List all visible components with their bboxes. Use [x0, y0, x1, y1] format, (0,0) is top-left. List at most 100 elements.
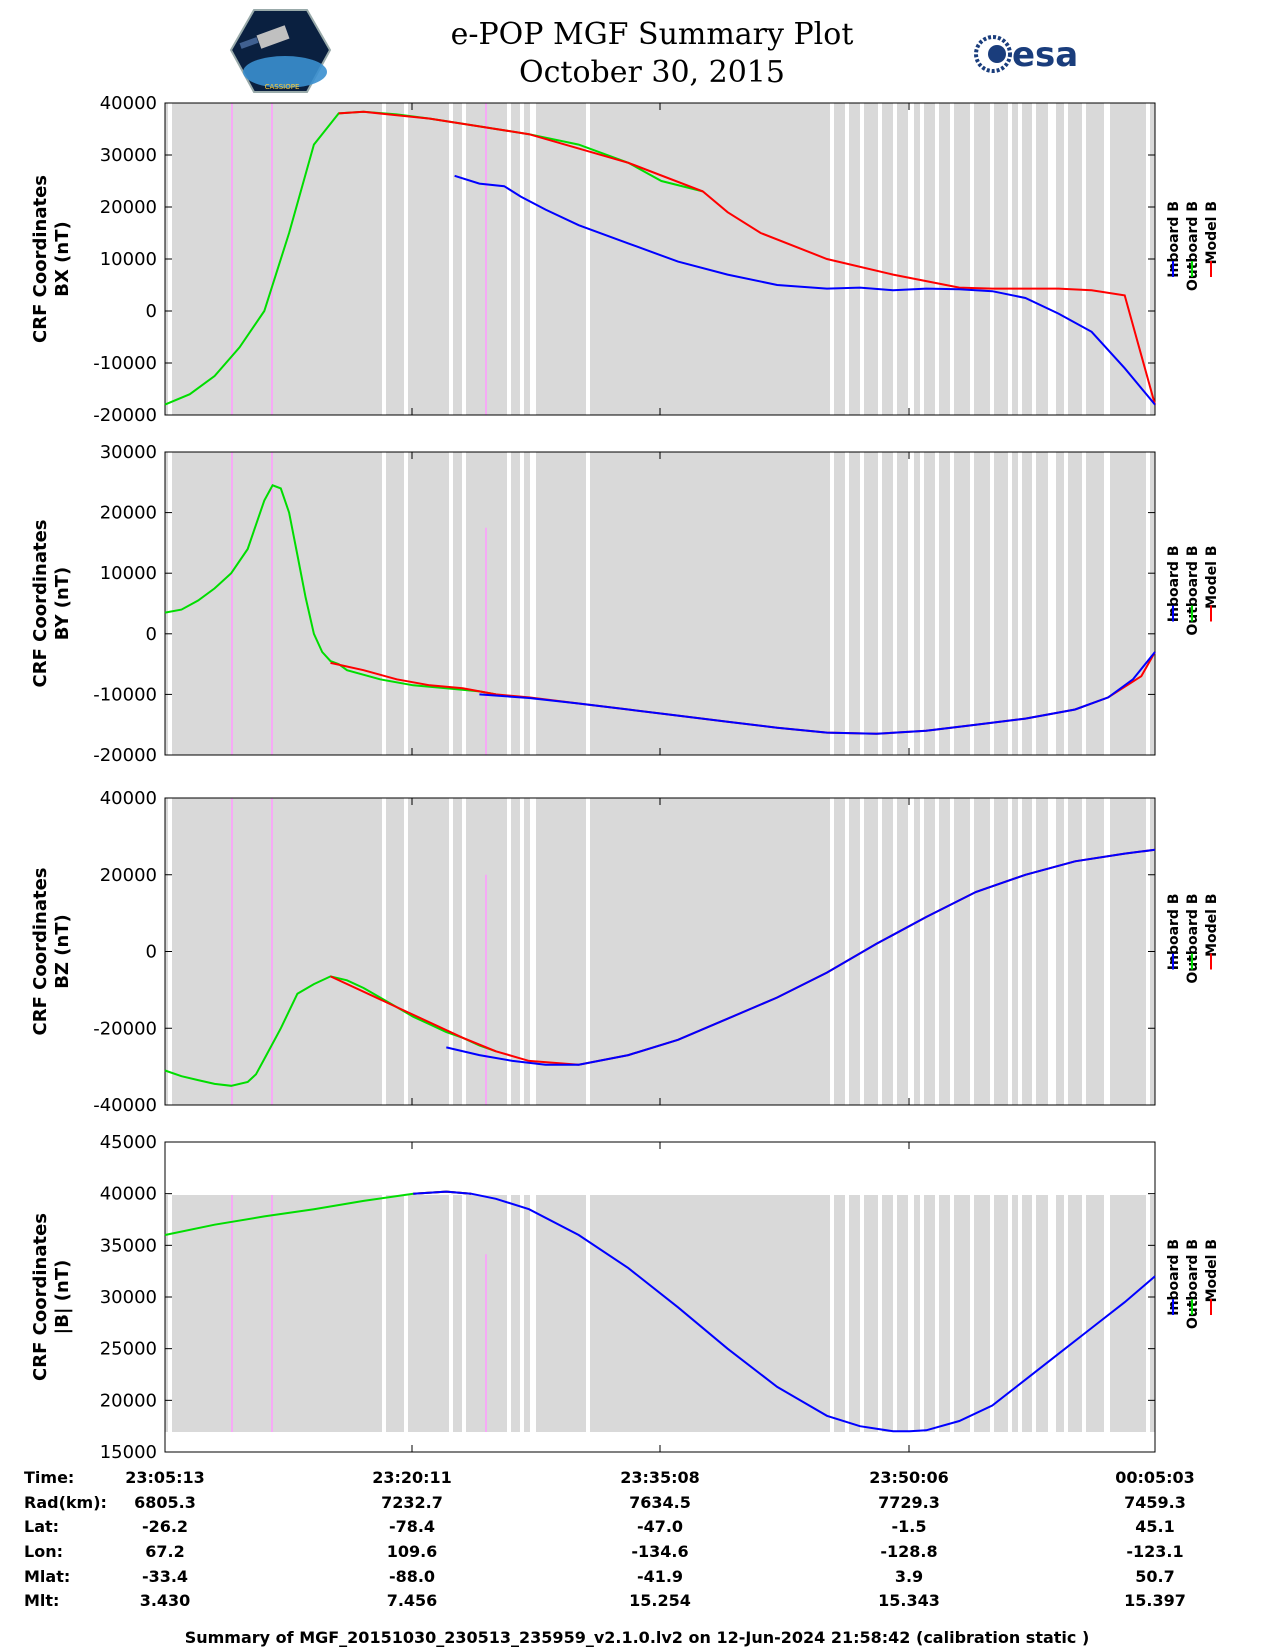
y-tick-label: 10000 [100, 249, 157, 270]
table-cell: 23:05:13 [125, 1468, 205, 1487]
table-cell: 6805.3 [134, 1493, 196, 1512]
y-axis-label-line: BX (nT) [52, 221, 73, 296]
series-outboard-b [164, 975, 497, 1087]
y-tick-label: 40000 [100, 93, 157, 114]
y-tick-label: -10000 [93, 353, 157, 374]
gap-stripe [520, 103, 524, 415]
logo-right-text: esa [1012, 35, 1078, 75]
gap-stripe [1048, 103, 1056, 415]
ephemeris-table: Time: Rad(km): Lat: Lon: Mlat: Mlt: 23:05:13 68… [24, 1468, 1195, 1610]
table-cell: -47.0 [637, 1517, 683, 1536]
footer-caption: Summary of MGF_20151030_230513_235959_v2… [185, 1628, 1090, 1647]
gap-stripe [520, 1195, 524, 1432]
table-cell: 7232.7 [381, 1493, 443, 1512]
y-axis-label: CRF CoordinatesBY (nT) [30, 520, 73, 688]
series-model-b [338, 110, 1156, 405]
y-tick-label: 20000 [100, 197, 157, 218]
panel-background [165, 103, 1155, 415]
gap-stripe [1146, 1195, 1150, 1432]
y-axis-label-line: |B| (nT) [52, 1260, 73, 1335]
gap-stripe [1048, 798, 1056, 1105]
gap-stripe [462, 103, 466, 415]
y-tick-label: 10000 [100, 563, 157, 584]
table-cell: 7729.3 [878, 1493, 940, 1512]
y-tick-label: -40000 [93, 1095, 157, 1116]
legend-label: Model B [1204, 546, 1220, 609]
gap-stripe [1032, 1195, 1036, 1432]
table-cell: -128.8 [880, 1542, 937, 1561]
gap-stripe [507, 452, 511, 755]
table-cell: -123.1 [1126, 1542, 1183, 1561]
table-cell: 7459.3 [1124, 1493, 1186, 1512]
gap-stripe [893, 103, 897, 415]
y-tick-label: 30000 [100, 145, 157, 166]
gap-stripe [920, 798, 924, 1105]
legend-label: Outboard B [1185, 1239, 1201, 1329]
y-axis-label: CRF CoordinatesBX (nT) [30, 175, 73, 343]
gap-stripe [950, 452, 954, 755]
gap-stripe [830, 798, 834, 1105]
y-tick-label: 25000 [100, 1339, 157, 1360]
gap-stripe [530, 452, 536, 755]
gap-stripe [1146, 452, 1150, 755]
table-cell: 3.430 [140, 1591, 191, 1610]
table-cell: 15.254 [629, 1591, 691, 1610]
gap-stripe [449, 1195, 453, 1432]
gap-stripe [935, 798, 939, 1105]
gap-stripe [860, 103, 864, 415]
table-cell: 45.1 [1135, 1517, 1174, 1536]
legend-label: Model B [1204, 894, 1220, 957]
y-tick-label: 15000 [100, 1442, 157, 1463]
gap-stripe [1018, 452, 1022, 755]
y-tick-label: 0 [146, 301, 157, 322]
gap-stripe [404, 798, 408, 1105]
gap-stripe [1064, 452, 1068, 755]
gap-stripe [168, 1195, 172, 1432]
gap-stripe [970, 452, 974, 755]
gap-stripe [893, 798, 897, 1105]
gap-stripe [1048, 1195, 1056, 1432]
gap-stripe [845, 1195, 849, 1432]
table-cell: 67.2 [145, 1542, 184, 1561]
gap-stripe [860, 1195, 864, 1432]
table-cell: -134.6 [631, 1542, 688, 1561]
gap-stripe [449, 103, 453, 415]
gap-stripe [586, 1195, 590, 1432]
gap-stripe [462, 452, 466, 755]
table-cell: -26.2 [142, 1517, 188, 1536]
y-tick-label: 30000 [100, 1287, 157, 1308]
series-inboard-b [446, 848, 1156, 1066]
gap-stripe [878, 452, 882, 755]
y-tick-label: 35000 [100, 1235, 157, 1256]
legend: Inboard B Outboard B Model B [1166, 894, 1220, 984]
gap-stripe [920, 452, 924, 755]
header: CASSIOPE e-POP MGF Summary Plot October … [229, 9, 1078, 93]
gap-stripe [950, 1195, 954, 1432]
gap-stripe [1104, 452, 1110, 755]
y-axis-label: CRF Coordinates|B| (nT) [30, 1213, 73, 1381]
gap-stripe [845, 452, 849, 755]
gap-stripe [1064, 103, 1068, 415]
panel-background [165, 1195, 1155, 1432]
gap-stripe [382, 103, 386, 415]
y-axis-label-line: CRF Coordinates [30, 520, 51, 688]
y-tick-label: 20000 [100, 503, 157, 524]
gap-stripe [1032, 452, 1036, 755]
legend-label: Outboard B [1185, 201, 1201, 291]
series-inboard-b [479, 651, 1156, 735]
gap-stripe [462, 1195, 466, 1432]
gap-stripe [970, 798, 974, 1105]
table-cell: 00:05:03 [1115, 1468, 1195, 1487]
y-axis-label-line: CRF Coordinates [30, 1213, 51, 1381]
page-subtitle: October 30, 2015 [519, 55, 785, 90]
gap-stripe [908, 1195, 914, 1432]
gap-stripe [404, 452, 408, 755]
y-axis-label: CRF CoordinatesBZ (nT) [30, 868, 73, 1036]
legend: Inboard B Outboard B Model B [1166, 546, 1220, 636]
logo-left-text: CASSIOPE [265, 83, 300, 91]
y-tick-label: 20000 [100, 865, 157, 886]
panel-1: -20000 -10000 0 10000 20000 30000 40000 CRF Coo… [30, 93, 1220, 426]
gap-stripe [382, 1195, 386, 1432]
y-tick-label: -20000 [93, 405, 157, 426]
table-cell: 15.397 [1124, 1591, 1186, 1610]
